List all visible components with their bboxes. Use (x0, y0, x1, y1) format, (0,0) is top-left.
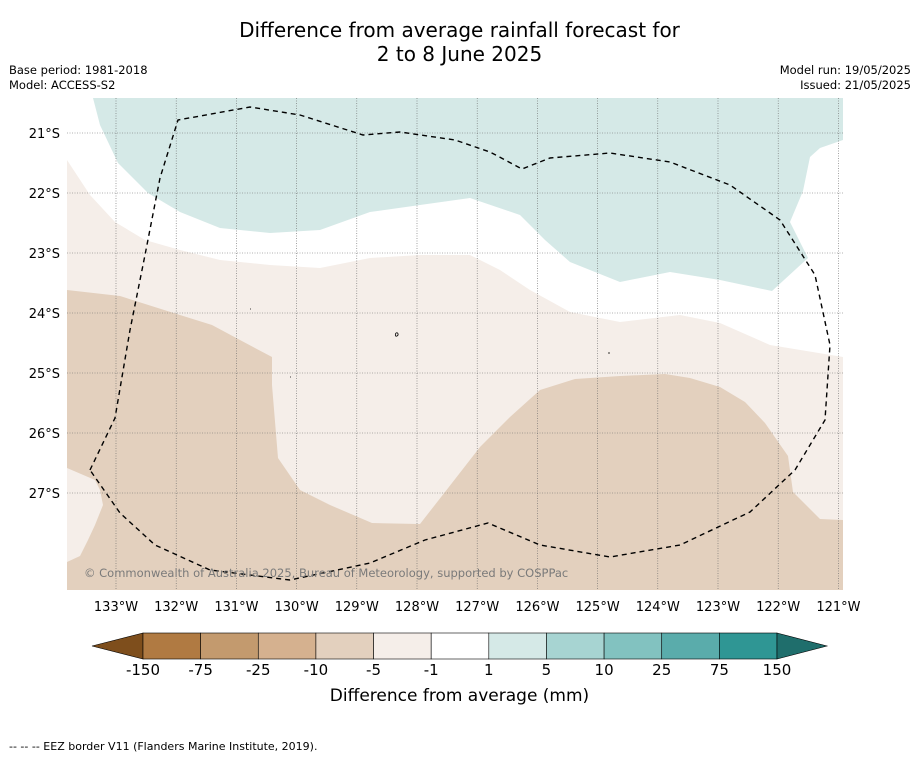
small-features (250, 308, 610, 378)
colorbar-segment (603, 632, 663, 660)
colorbar-tick-label: -150 (125, 661, 161, 679)
dry-5-10-region (67, 290, 843, 590)
eez-legend: -- -- -- EEZ border V11 (Flanders Marine… (9, 740, 318, 753)
longitude-label: 131°W (214, 600, 258, 615)
title-line-2: 2 to 8 June 2025 (376, 42, 543, 66)
latitude-label: 26°S (29, 427, 60, 442)
latitude-label: 22°S (29, 187, 60, 202)
colorbar-segment (488, 632, 547, 660)
colorbar (91, 632, 829, 660)
colorbar-segment (661, 632, 720, 660)
map-fills (67, 98, 843, 590)
meta-right: Model run: 19/05/2025 Issued: 21/05/2025 (780, 63, 911, 93)
colorbar-tick-label: 5 (541, 661, 552, 679)
chart-title: Difference from average rainfall forecas… (0, 18, 919, 66)
colorbar-high-extend (776, 632, 829, 660)
colorbar-segment (546, 632, 605, 660)
longitude-label: 127°W (455, 600, 499, 615)
colorbar-tick-label: -75 (188, 661, 213, 679)
latitude-label: 21°S (29, 127, 60, 142)
neutral-patch (67, 468, 103, 562)
model-name: Model: ACCESS-S2 (9, 78, 116, 92)
base-period: Base period: 1981-2018 (9, 63, 148, 77)
latitude-label: 25°S (29, 367, 60, 382)
graticule (67, 98, 843, 590)
longitude-label: 132°W (154, 600, 198, 615)
longitude-label: 133°W (94, 600, 138, 615)
longitude-label: 125°W (576, 600, 620, 615)
latitude-label: 23°S (29, 247, 60, 262)
issued-date: Issued: 21/05/2025 (800, 78, 911, 92)
colorbar-tick-label: -25 (246, 661, 271, 679)
longitude-label: 123°W (696, 600, 740, 615)
meta-left: Base period: 1981-2018 Model: ACCESS-S2 (9, 63, 148, 93)
longitude-label: 129°W (335, 600, 379, 615)
colorbar-tick-label: 75 (709, 661, 729, 679)
colorbar-segment (200, 632, 259, 660)
longitude-label: 121°W (816, 600, 860, 615)
colorbar-segment (257, 632, 317, 660)
longitude-label: 126°W (515, 600, 559, 615)
longitude-label: 124°W (636, 600, 680, 615)
colorbar-tick-label: -10 (303, 661, 329, 679)
colorbar-segment (315, 632, 374, 660)
latitude-label: 24°S (29, 307, 60, 322)
colorbar-segment (142, 632, 201, 660)
latitude-label: 27°S (29, 487, 60, 502)
copyright-notice: © Commonwealth of Australia 2025, Bureau… (84, 566, 568, 580)
latitude-labels: 21°S 22°S 23°S 24°S 25°S 26°S 27°S (29, 127, 60, 502)
colorbar-low-extend (91, 632, 144, 660)
colorbar-tick-label: 150 (762, 661, 792, 679)
colorbar-tick-label: -5 (366, 661, 382, 679)
longitude-labels: 133°W 132°W 131°W 130°W 129°W 128°W 127°W 126°W… (94, 600, 861, 615)
colorbar-segment (373, 632, 432, 660)
eez-border (89, 106, 831, 581)
colorbar-tick-label: 1 (484, 661, 494, 679)
colorbar-segment (719, 632, 778, 660)
longitude-label: 122°W (756, 600, 800, 615)
wet-1-5-region (93, 98, 843, 291)
colorbar-tick-label: 25 (652, 661, 672, 679)
colorbar-tick-label: 10 (594, 661, 614, 679)
longitude-label: 130°W (275, 600, 319, 615)
colorbar-segment (430, 632, 490, 660)
model-run: Model run: 19/05/2025 (779, 63, 911, 77)
colorbar-title: Difference from average (mm) (329, 686, 590, 706)
title-line-1: Difference from average rainfall forecas… (239, 18, 680, 42)
longitude-label: 128°W (395, 600, 439, 615)
colorbar-tick-label: -1 (423, 661, 439, 679)
